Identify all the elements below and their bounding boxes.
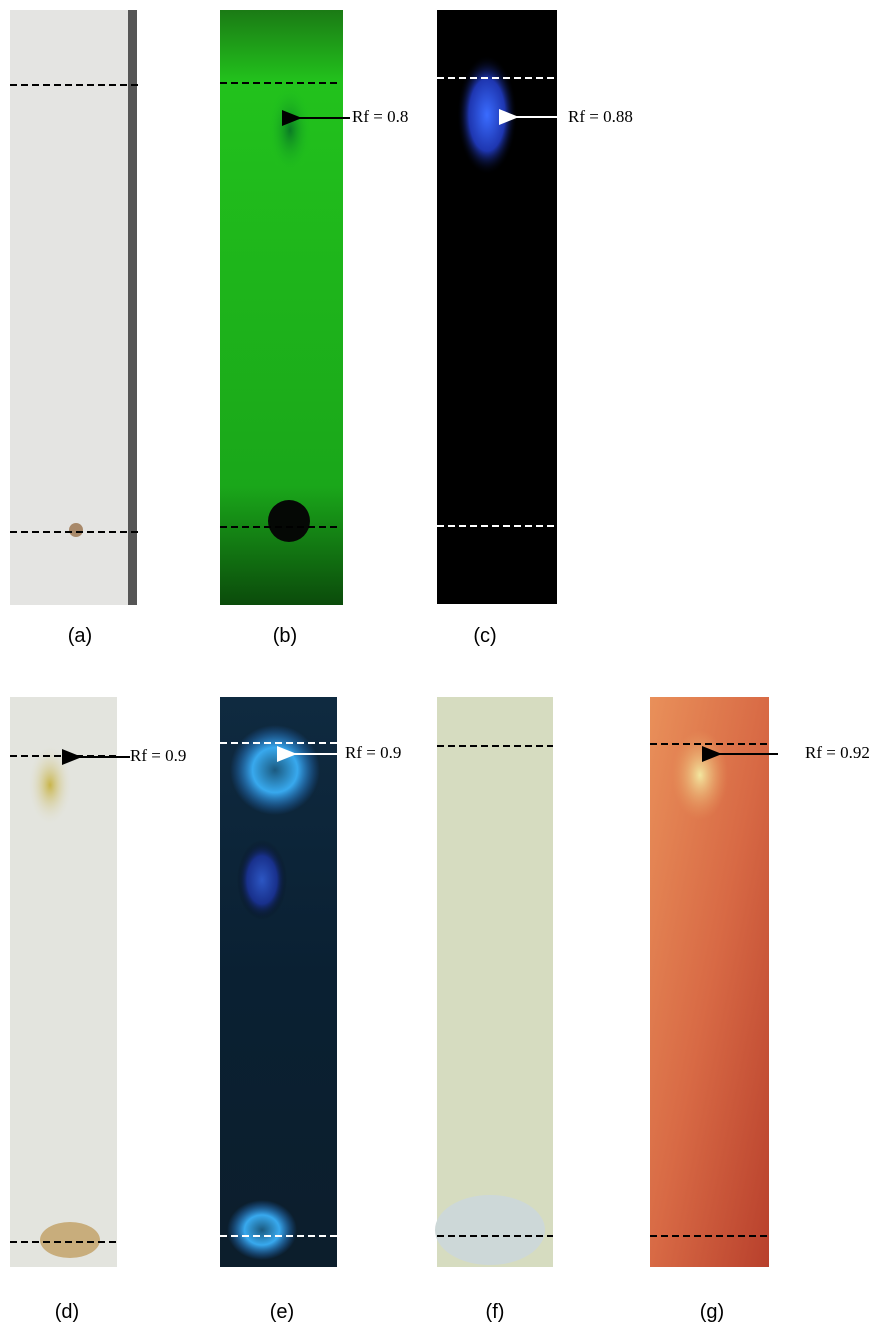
plate — [10, 10, 137, 605]
spot — [69, 523, 83, 537]
spot — [268, 85, 312, 175]
page: {"panels": [ {"label": "(a)"}, {"label":… — [0, 0, 885, 1331]
panel-label: (b) — [273, 625, 297, 647]
plate-edge — [128, 10, 137, 605]
panel-label: (f) — [486, 1301, 505, 1323]
spot — [268, 500, 310, 542]
panel-label: (e) — [270, 1301, 294, 1323]
plate — [437, 697, 553, 1267]
spot — [435, 1195, 545, 1265]
panel-label: (d) — [55, 1301, 79, 1323]
panel-label: (a) — [68, 625, 92, 647]
spot — [457, 55, 517, 175]
spot — [230, 725, 320, 815]
annotation: Rf = 0.9 — [345, 743, 401, 762]
panel-label: (c) — [473, 625, 496, 647]
figure: (a) Rf = 0.8 (b) Rf = 0.88 (c) Rf = 0.9 … — [0, 0, 885, 1331]
annotation: Rf = 0.8 — [352, 107, 408, 126]
annotation: Rf = 0.92 — [805, 743, 870, 762]
spot — [227, 1200, 297, 1260]
annotation: Rf = 0.9 — [130, 746, 186, 765]
spot — [237, 840, 287, 920]
spot — [40, 1222, 100, 1258]
annotation: Rf = 0.88 — [568, 107, 633, 126]
panel-label: (g) — [700, 1301, 724, 1323]
